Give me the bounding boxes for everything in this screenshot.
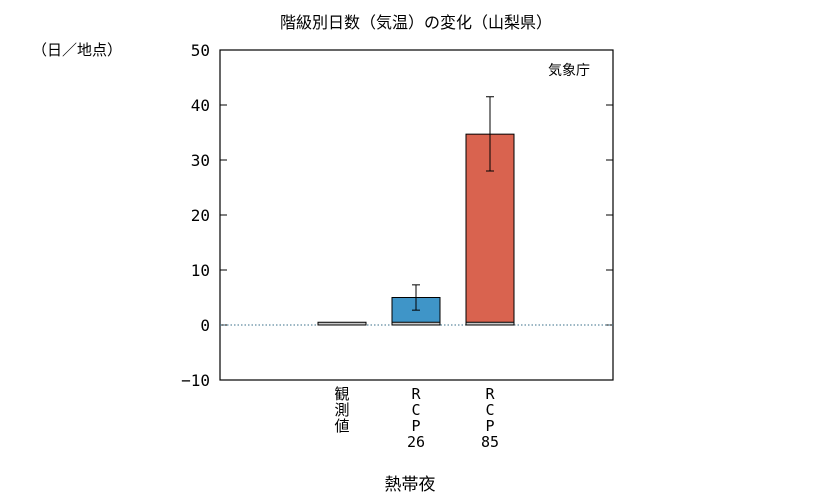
x-axis-label: 熱帯夜 [385, 475, 436, 495]
source-note: 気象庁 [548, 63, 590, 79]
y-tick-label: 30 [191, 151, 210, 170]
x-tick-label: R [411, 385, 421, 403]
x-tick-label: 観 [334, 385, 349, 403]
y-tick-label: 20 [191, 206, 210, 225]
x-tick-label: R [485, 385, 495, 403]
x-tick-label: 85 [481, 433, 499, 451]
bar [317, 321, 367, 326]
plot-frame [219, 49, 614, 381]
bar-observed-base [391, 321, 441, 326]
x-tick-label: P [411, 417, 420, 435]
bar-observed-base [465, 321, 515, 326]
x-tick-label: 26 [407, 433, 425, 451]
y-axis-label: （日／地点） [32, 41, 122, 59]
y-tick-label: 40 [191, 96, 210, 115]
x-tick-label: P [485, 417, 494, 435]
x-tick-label: C [485, 401, 494, 419]
y-tick-label: 50 [191, 41, 210, 60]
chart-title: 階級別日数（気温）の変化（山梨県） [280, 13, 552, 32]
bars [317, 96, 515, 326]
x-tick-label: C [411, 401, 420, 419]
y-tick-label: −10 [181, 371, 210, 390]
x-tick-label: 測 [334, 401, 349, 419]
x-tick-label: 値 [334, 417, 349, 435]
y-tick-label: 0 [200, 316, 210, 335]
y-tick-label: 10 [191, 261, 210, 280]
y-axis: −10 0 10 20 30 40 50 [181, 41, 613, 390]
